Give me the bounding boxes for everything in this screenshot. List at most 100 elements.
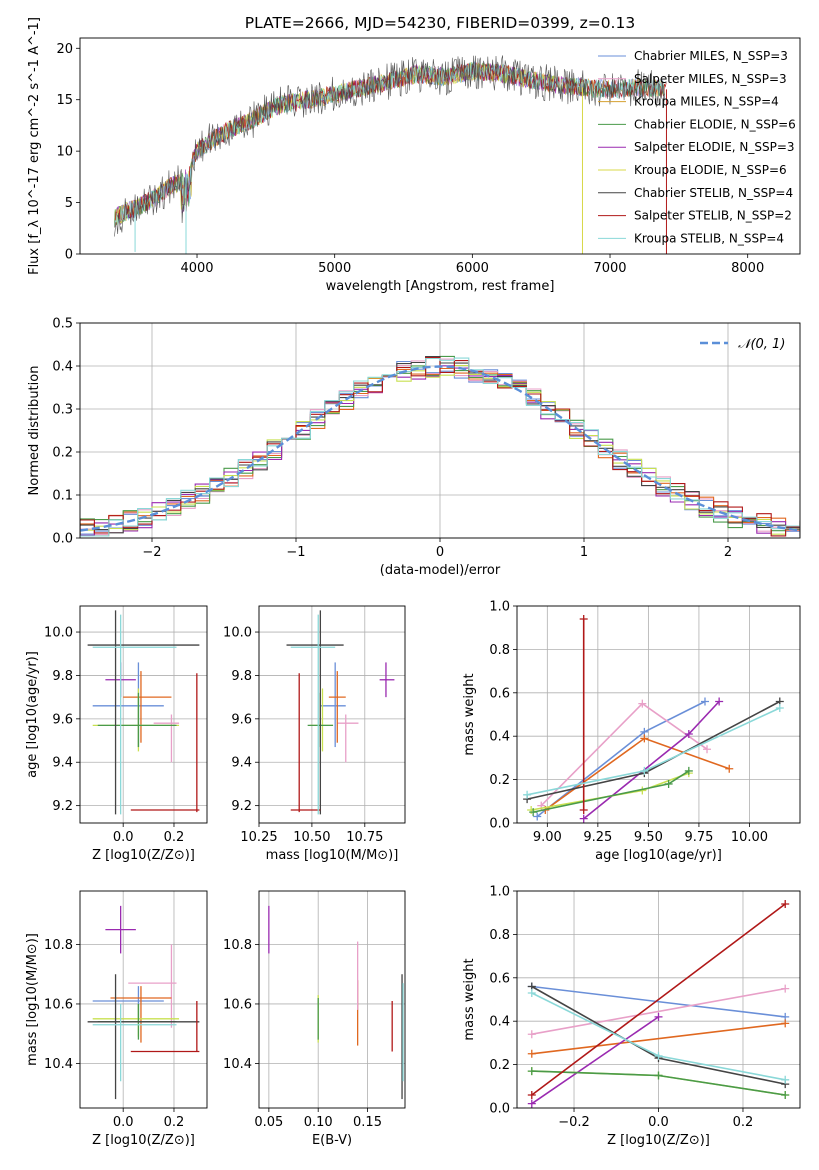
data-point [92,614,177,815]
data-point [87,974,200,1100]
x-axis-label: E(B-V) [312,1133,352,1148]
y-tick-label: 9.8 [52,669,73,684]
x-tick-label: 9.75 [684,830,713,845]
data-point [128,944,177,1028]
y-tick-label: 0.0 [489,817,510,832]
weight-marker [684,730,693,739]
y-tick-label: 5 [65,196,73,211]
y-tick-label: 15 [56,93,73,108]
gaussian-curve [80,365,800,532]
x-tick-label: −1 [286,545,305,560]
y-tick-label: 0.4 [489,730,510,745]
weight-marker [533,812,542,821]
data-point [105,905,136,954]
x-tick-label: 7000 [593,261,626,276]
x-axis-label: age [log10(age/yr)] [595,848,722,863]
y-tick-label: 1.0 [489,600,510,615]
y-tick-label: 0.2 [52,446,73,461]
weight-marker [527,1030,536,1039]
y-tick-label: 10.8 [44,938,73,953]
x-tick-label: 0.15 [353,1115,382,1130]
weight-marker [579,814,588,823]
x-tick-label: 8000 [731,261,764,276]
x-tick-label: −0.2 [558,1115,590,1130]
x-tick-label: 1 [580,545,588,560]
y-tick-label: 9.6 [231,712,252,727]
weight-marker [703,745,712,754]
data-point [337,714,359,763]
y-tick-label: 0.0 [52,532,73,547]
data-point [309,688,334,752]
weight-marker [700,697,709,706]
x-tick-label: 0.10 [304,1115,333,1130]
axes-frame [79,890,208,1109]
panel-mass-vs-EBV: 0.05 0.10 0.15 10.4 10.6 10.8 E(B-V) [223,890,406,1148]
data-point [153,714,180,763]
legend-label: 𝒩(0, 1) [738,337,785,352]
y-tick-label: 10.4 [44,1057,73,1072]
y-tick-label: 9.8 [231,669,252,684]
y-tick-label: 0 [65,248,73,263]
weight-marker [527,988,536,997]
data-point [92,688,180,752]
legend-label: Salpeter ELODIE, N_SSP=3 [634,140,795,154]
histogram-series-8 [80,356,800,537]
weight-marker [654,1051,663,1060]
x-tick-label: 0.2 [164,830,185,845]
x-tick-label: 10.00 [731,830,768,845]
weight-lines [523,615,784,823]
y-tick-label: 0.0 [489,1102,510,1117]
legend-label: Salpeter STELIB, N_SSP=2 [634,209,792,223]
weight-marker [527,1099,536,1108]
x-tick-label: 10.25 [240,830,277,845]
weight-marker [527,1049,536,1058]
y-tick-label: 10.6 [223,997,252,1012]
y-tick-label: 10.6 [44,997,73,1012]
y-tick-label: 0.8 [489,643,510,658]
weight-series-1 [531,985,786,1018]
x-tick-label: 10.75 [346,830,383,845]
panel-massweight-vs-Z: −0.2 0.0 0.2 0.0 0.2 0.4 0.6 0.8 1.0 Z [log10(Z/Z… [462,885,801,1148]
error-bars [87,610,200,815]
x-axis-label: Z [log10(Z/Z⊙)] [92,1133,195,1148]
y-axis-label: Flux [f_λ 10^-17 erg cm^-2 s^-1 A^-1] [27,17,42,275]
y-tick-label: 9.4 [231,756,252,771]
y-tick-label: 0.6 [489,686,510,701]
panel-residuals: −2 −1 0 1 2 0.0 0.1 0.2 0.3 0.4 0.5 (data-model)/er… [27,317,801,578]
x-tick-label: 9.25 [583,830,612,845]
panel-age-vs-mass: 10.25 10.50 10.75 9.2 9.4 9.6 9.8 10.0 mass [log… [223,605,406,863]
x-tick-label: 9.50 [634,830,663,845]
data-point [123,671,172,743]
y-tick-label: 0.1 [52,489,73,504]
panel-age-vs-Z: 0.0 0.2 9.2 9.4 9.6 9.8 10.0 Z [log10(Z/Z⊙)] age… [25,605,208,863]
weight-marker [523,790,532,799]
x-tick-label: −2 [142,545,161,560]
y-tick-label: 0.2 [489,1058,510,1073]
x-axis-label: Z [log10(Z/Z⊙)] [607,1133,710,1148]
data-point [92,1003,177,1082]
x-tick-label: 0 [436,545,444,560]
axes-frame [258,605,406,824]
spectrum-line-9 [114,62,665,228]
legend-label: Chabrier ELODIE, N_SSP=6 [634,117,796,131]
y-tick-label: 0.3 [52,403,73,418]
x-tick-label: 0.0 [113,830,134,845]
y-tick-label: 10.8 [223,938,252,953]
data-point [130,1000,200,1053]
weight-series-2 [531,987,786,1035]
weight-marker [529,808,538,817]
y-axis-label: mass weight [462,673,477,755]
y-tick-label: 1.0 [489,885,510,900]
y-axis-label: Normed distribution [27,366,42,496]
legend-label: Kroupa ELODIE, N_SSP=6 [634,163,787,177]
x-tick-label: 0.0 [113,1115,134,1130]
weight-marker [781,1019,790,1028]
panel-spectrum: 4000 5000 6000 7000 8000 0 5 10 15 20 wavelength [… [27,17,801,294]
weight-marker [664,779,673,788]
x-axis-label: (data-model)/error [380,563,501,578]
error-bars [286,610,395,815]
weight-series-7 [526,700,781,800]
weight-marker [640,766,649,775]
y-tick-label: 10 [56,145,73,160]
